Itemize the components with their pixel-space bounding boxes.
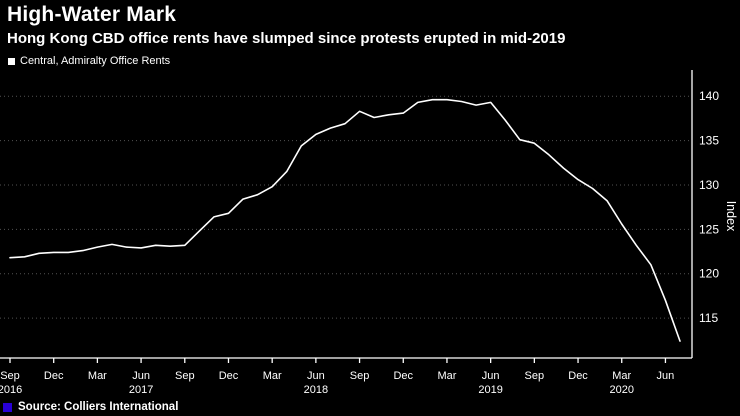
x-tick-label: Dec bbox=[44, 370, 64, 382]
rent-index-line bbox=[9, 98, 681, 342]
bloomberg-logo-icon bbox=[3, 402, 12, 412]
y-axis-title: Index bbox=[724, 201, 738, 232]
x-tick-label: Jun bbox=[482, 370, 500, 382]
x-tick-label: Jun bbox=[307, 370, 325, 382]
y-tick-label: 125 bbox=[699, 222, 719, 236]
x-tick-label: Mar bbox=[88, 370, 107, 382]
x-tick-label: Dec bbox=[219, 370, 239, 382]
y-tick-label: 120 bbox=[699, 267, 719, 281]
x-year-label: 2020 bbox=[609, 384, 633, 396]
x-year-label: 2019 bbox=[478, 384, 502, 396]
x-tick-label: Mar bbox=[263, 370, 282, 382]
legend-series-label: Central, Admiralty Office Rents bbox=[20, 55, 171, 67]
chart-subtitle: Hong Kong CBD office rents have slumped … bbox=[7, 30, 566, 47]
y-tick-label: 130 bbox=[699, 178, 719, 192]
x-tick-label: Dec bbox=[393, 370, 413, 382]
source-row: Source: Colliers International bbox=[3, 401, 178, 413]
line-chart-svg: 115 120 125 130 135 140 Sep 2016 Dec Mar Jun 2017 Se… bbox=[0, 70, 738, 396]
x-tick-label: Dec bbox=[568, 370, 588, 382]
chart-legend: Central, Admiralty Office Rents bbox=[8, 55, 170, 67]
x-year-label: 2017 bbox=[129, 384, 153, 396]
x-year-label: 2018 bbox=[304, 384, 328, 396]
x-tick-label: Sep bbox=[175, 370, 195, 382]
x-year-label: 2016 bbox=[0, 384, 22, 396]
y-tick-label: 140 bbox=[699, 89, 719, 103]
y-tick-label: 135 bbox=[699, 134, 719, 148]
source-label: Source: Colliers International bbox=[18, 401, 179, 413]
legend-series-marker bbox=[8, 57, 15, 65]
x-tick-label: Sep bbox=[0, 370, 20, 382]
chart-title: High-Water Mark bbox=[7, 3, 177, 26]
x-tick-label: Jun bbox=[132, 370, 150, 382]
x-tick-label: Sep bbox=[525, 370, 545, 382]
x-tick-label: Mar bbox=[437, 370, 456, 382]
y-tick-label: 115 bbox=[699, 311, 718, 325]
x-tick-label: Jun bbox=[657, 370, 675, 382]
x-tick-label: Mar bbox=[612, 370, 631, 382]
x-tick-label: Sep bbox=[350, 370, 370, 382]
